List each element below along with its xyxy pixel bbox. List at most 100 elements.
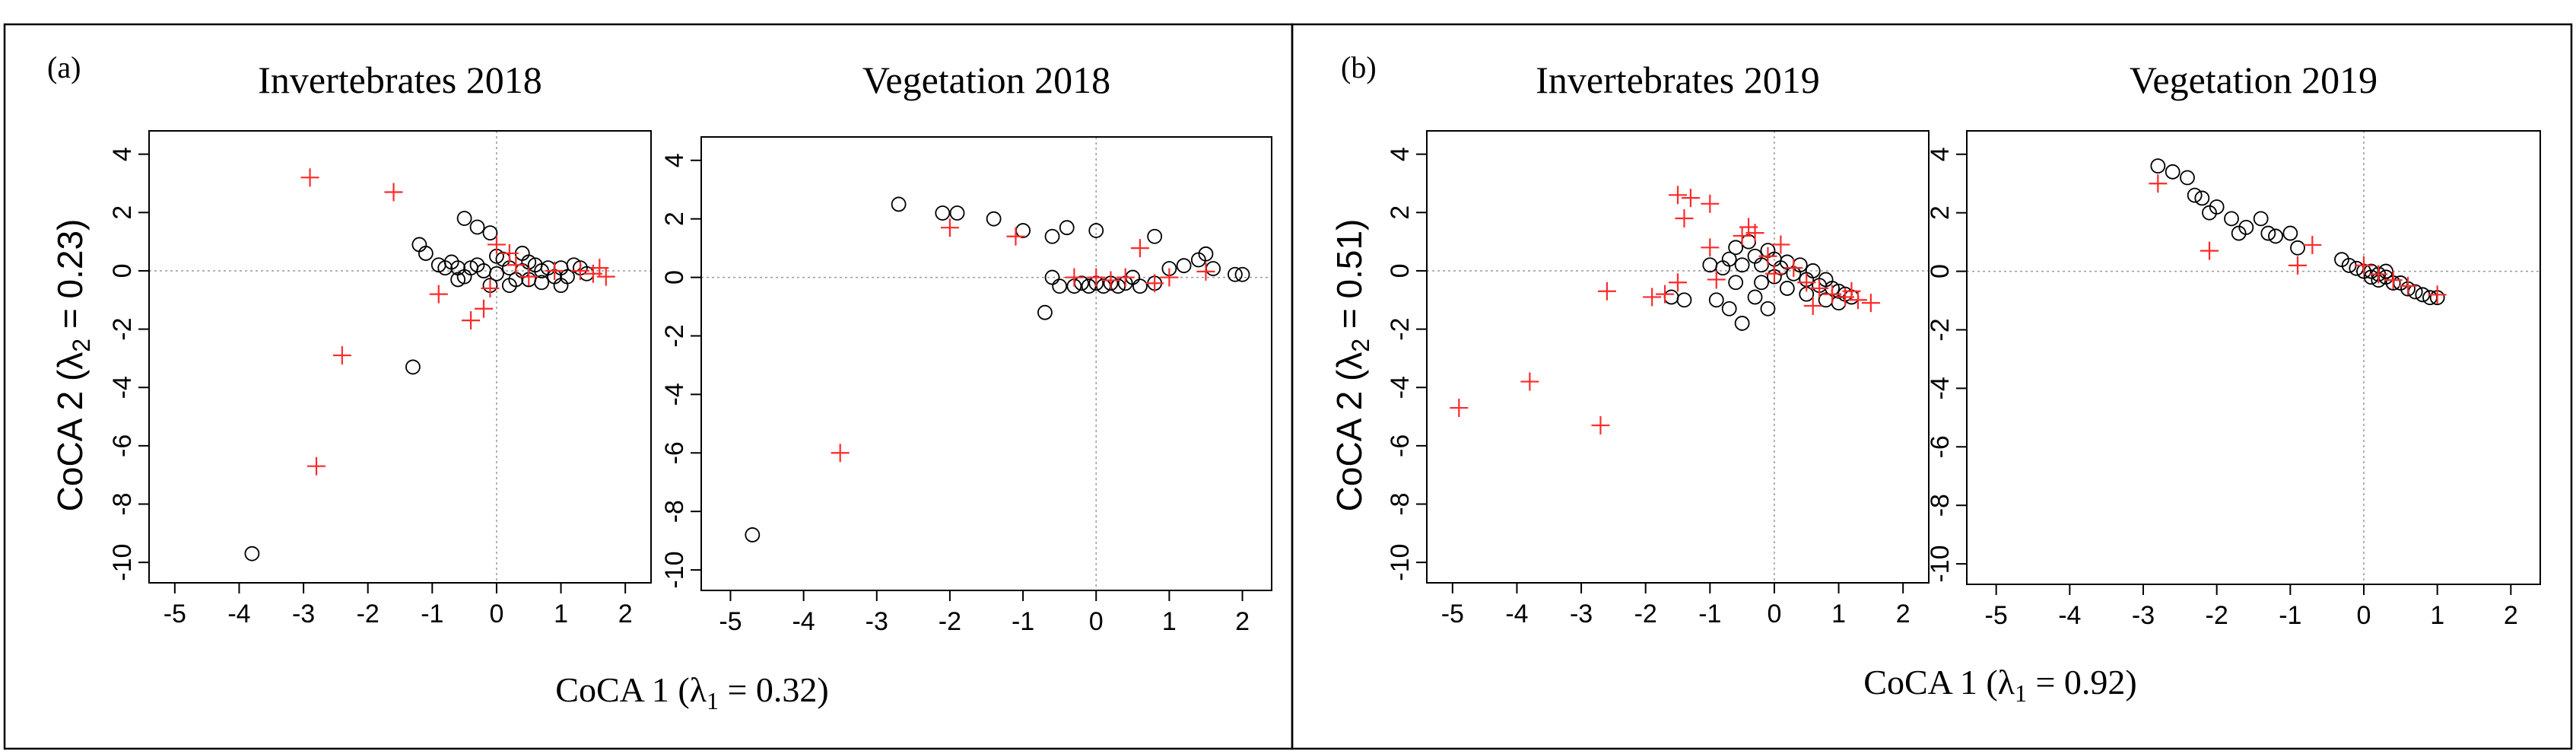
- species-point: [1145, 274, 1164, 293]
- site-point: [411, 237, 427, 253]
- site-point: [1081, 278, 1097, 294]
- species-point: [2289, 256, 2307, 275]
- x-tick-label: -2: [1634, 600, 1657, 628]
- species-point: [1101, 271, 1120, 290]
- species-point: [1771, 235, 1790, 254]
- y-tick-label: -8: [108, 492, 137, 515]
- species-point: [2355, 256, 2373, 275]
- x-tick-label: 0: [1767, 600, 1781, 628]
- x-axis-label-b: CoCA 1 (λ1 = 0.92): [1863, 663, 2136, 707]
- site-point: [1818, 292, 1834, 308]
- y-tick-label: -8: [1386, 492, 1415, 515]
- site-point: [2180, 170, 2195, 186]
- species-point: [1656, 285, 1675, 304]
- x-tick-label: -3: [2132, 601, 2155, 630]
- y-tick-label: 4: [660, 153, 689, 167]
- chart-title: Vegetation 2018: [862, 59, 1110, 101]
- species-point: [1130, 239, 1149, 258]
- species-point: [2149, 174, 2168, 193]
- plot-frame: [148, 130, 652, 584]
- y-tick-label: -10: [1926, 546, 1955, 583]
- site-point: [1205, 261, 1221, 276]
- species-point: [1681, 189, 1700, 208]
- species-point: [570, 261, 589, 280]
- site-point: [469, 219, 485, 235]
- site-point: [489, 266, 504, 282]
- species-point: [332, 346, 351, 365]
- site-point: [1715, 260, 1731, 276]
- species-point: [307, 457, 326, 476]
- species-point: [1701, 238, 1720, 257]
- y-tick-label: 0: [660, 270, 689, 285]
- x-tick-label: 1: [554, 600, 568, 628]
- y-tick-label: -4: [1926, 377, 1955, 399]
- plot-frame: [700, 136, 1272, 591]
- site-point: [1760, 301, 1776, 317]
- site-point: [2253, 211, 2269, 227]
- y-tick-label: 4: [1926, 147, 1955, 161]
- species-point: [500, 243, 519, 262]
- species-point: [1520, 372, 1539, 391]
- species-point: [507, 256, 526, 275]
- species-point: [596, 267, 615, 286]
- species-point: [487, 235, 506, 254]
- site-point: [456, 211, 472, 226]
- panel-label-b: (b): [1341, 50, 1377, 84]
- x-tick-label: -1: [2279, 601, 2301, 630]
- y-tick-label: -2: [660, 324, 689, 347]
- site-point: [745, 527, 761, 542]
- site-point: [1734, 316, 1750, 331]
- y-tick-label: 2: [108, 205, 137, 220]
- y-tick-label: -10: [108, 544, 137, 581]
- site-point: [1015, 223, 1031, 238]
- species-point: [1643, 288, 1662, 307]
- site-point: [2165, 164, 2181, 180]
- species-point: [384, 183, 403, 202]
- y-axis-label-b: CoCA 2 (λ2 = 0.51): [1329, 219, 1374, 512]
- x-axis-label-a: CoCA 1 (λ1 = 0.32): [555, 670, 828, 714]
- y-tick-label: -8: [1926, 494, 1955, 517]
- site-point: [553, 278, 569, 294]
- species-point: [1745, 224, 1764, 243]
- site-point: [430, 257, 446, 273]
- species-point: [831, 444, 850, 463]
- species-point: [1861, 294, 1880, 313]
- y-tick-label: 2: [1926, 205, 1955, 220]
- y-tick-label: -4: [108, 376, 137, 399]
- x-tick-label: -1: [421, 600, 443, 628]
- y-tick-label: -2: [1386, 317, 1415, 340]
- x-tick-label: -3: [866, 607, 888, 636]
- site-point: [418, 246, 434, 261]
- y-tick-label: -8: [660, 500, 689, 523]
- site-point: [2378, 263, 2393, 279]
- x-tick-label: -5: [1985, 601, 2008, 630]
- panel-a-frame: [3, 23, 1294, 750]
- x-tick-label: 1: [1162, 607, 1177, 636]
- species-point: [545, 261, 564, 280]
- chart-title: Invertebrates 2018: [258, 59, 542, 101]
- site-point: [1132, 278, 1148, 294]
- species-point: [481, 278, 500, 297]
- y-tick-label: -2: [108, 317, 137, 340]
- species-point: [1823, 285, 1842, 304]
- site-point: [2349, 260, 2365, 276]
- x-tick-label: -5: [1441, 600, 1464, 628]
- y-tick-label: -10: [1386, 544, 1415, 581]
- site-point: [405, 359, 421, 375]
- x-tick-label: -3: [1570, 600, 1593, 628]
- y-tick-label: 0: [108, 263, 137, 278]
- site-point: [244, 546, 260, 562]
- y-tick-label: -6: [1926, 435, 1955, 458]
- site-point: [949, 205, 965, 221]
- site-point: [482, 225, 498, 241]
- species-point: [1797, 273, 1816, 292]
- chart-title: Invertebrates 2019: [1536, 59, 1819, 101]
- site-point: [2415, 287, 2431, 303]
- species-point: [2384, 271, 2403, 290]
- site-point: [1754, 257, 1769, 273]
- site-point: [2187, 187, 2203, 203]
- species-point: [519, 267, 538, 286]
- site-point: [1728, 275, 1744, 291]
- x-tick-label: -2: [939, 607, 961, 636]
